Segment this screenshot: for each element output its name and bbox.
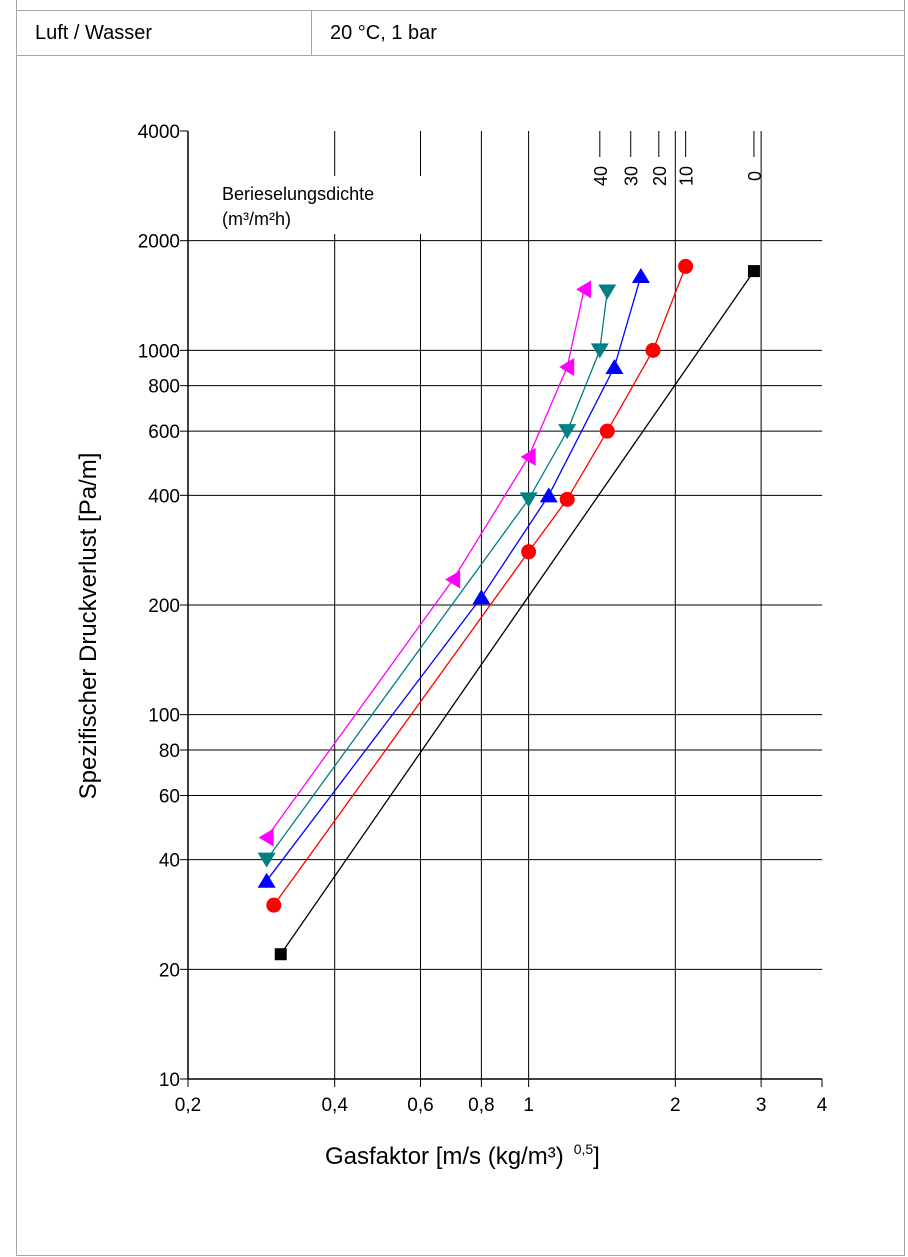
y-tick-label: 40 bbox=[159, 851, 180, 872]
series-label: 10 bbox=[677, 166, 697, 186]
data-point bbox=[678, 258, 694, 274]
data-point bbox=[559, 491, 575, 507]
data-point bbox=[747, 265, 760, 278]
series-label: 40 bbox=[591, 166, 611, 186]
y-tick-label: 1000 bbox=[138, 341, 180, 362]
x-tick-label: 0,2 bbox=[175, 1095, 201, 1116]
data-point bbox=[598, 284, 617, 300]
data-point bbox=[258, 828, 274, 847]
x-tick-label: 1 bbox=[523, 1095, 534, 1116]
medium-cell: Luft / Wasser bbox=[17, 11, 312, 55]
series-40 bbox=[258, 280, 592, 847]
series-labels: 0 10 20 30 40 bbox=[591, 131, 765, 186]
series-label: 20 bbox=[650, 166, 670, 186]
x-axis-title-main: Gasfaktor [m/s (kg/m³) bbox=[325, 1143, 564, 1170]
y-tick-label: 80 bbox=[159, 741, 180, 762]
series-0 bbox=[274, 265, 760, 961]
legend-title-line1: Berieselungsdichte bbox=[222, 184, 374, 204]
data-point bbox=[645, 342, 661, 358]
x-tick-label: 4 bbox=[817, 1095, 828, 1116]
y-tick-label: 20 bbox=[159, 960, 180, 981]
data-point bbox=[266, 897, 282, 913]
data-point bbox=[274, 948, 287, 961]
x-axis-title-exponent: 0,5 bbox=[574, 1141, 594, 1157]
data-point bbox=[599, 423, 615, 439]
data-point bbox=[576, 280, 592, 299]
x-tick-label: 3 bbox=[756, 1095, 767, 1116]
data-point bbox=[257, 872, 276, 888]
series-line bbox=[273, 266, 687, 906]
data-point bbox=[520, 447, 536, 466]
x-axis-title-close: ] bbox=[593, 1143, 600, 1170]
y-tick-label: 800 bbox=[148, 377, 180, 398]
x-tick-label: 0,8 bbox=[468, 1095, 494, 1116]
conditions-cell: 20 °C, 1 bar bbox=[330, 21, 437, 44]
series-line bbox=[266, 291, 608, 861]
data-point bbox=[519, 492, 538, 508]
x-axis-title: Gasfaktor [m/s (kg/m³) 0,5] bbox=[325, 1141, 600, 1170]
series-line bbox=[280, 270, 755, 955]
data-point bbox=[539, 487, 558, 503]
y-tick-label: 400 bbox=[148, 486, 180, 507]
data-point bbox=[257, 852, 276, 868]
grid-lines bbox=[188, 131, 822, 1079]
data-point bbox=[521, 544, 537, 560]
tick-labels: 10204060801002004006008001000200040000,2… bbox=[138, 122, 828, 1116]
x-tick-label: 0,6 bbox=[407, 1095, 433, 1116]
page-frame bbox=[16, 0, 905, 1256]
series-line bbox=[266, 289, 585, 838]
data-point bbox=[558, 424, 577, 440]
y-tick-label: 4000 bbox=[138, 122, 180, 143]
data-point bbox=[631, 267, 650, 283]
data-point bbox=[445, 570, 461, 589]
axes bbox=[180, 130, 823, 1087]
data-point bbox=[605, 359, 624, 375]
x-tick-label: 2 bbox=[670, 1095, 681, 1116]
x-tick-label: 0,4 bbox=[321, 1095, 348, 1116]
y-tick-label: 200 bbox=[148, 596, 180, 617]
series-group bbox=[257, 258, 760, 961]
y-tick-label: 100 bbox=[148, 706, 180, 727]
series-label: 30 bbox=[622, 166, 642, 186]
conditions-header: Luft / Wasser 20 °C, 1 bar bbox=[16, 10, 905, 56]
series-30 bbox=[257, 284, 617, 868]
y-tick-label: 600 bbox=[148, 422, 180, 443]
series-label: 0 bbox=[745, 171, 765, 181]
y-axis-title: Spezifischer Druckverlust [Pa/m] bbox=[75, 453, 102, 800]
data-point bbox=[472, 589, 491, 605]
data-point bbox=[559, 358, 575, 377]
legend-title-line2: (m³/m²h) bbox=[222, 209, 291, 229]
data-point bbox=[590, 343, 609, 359]
y-tick-label: 10 bbox=[159, 1070, 180, 1091]
legend-title-background bbox=[216, 176, 452, 234]
y-tick-label: 60 bbox=[159, 786, 180, 807]
series-10 bbox=[266, 258, 694, 913]
series-20 bbox=[257, 267, 650, 888]
y-tick-label: 2000 bbox=[138, 232, 180, 253]
